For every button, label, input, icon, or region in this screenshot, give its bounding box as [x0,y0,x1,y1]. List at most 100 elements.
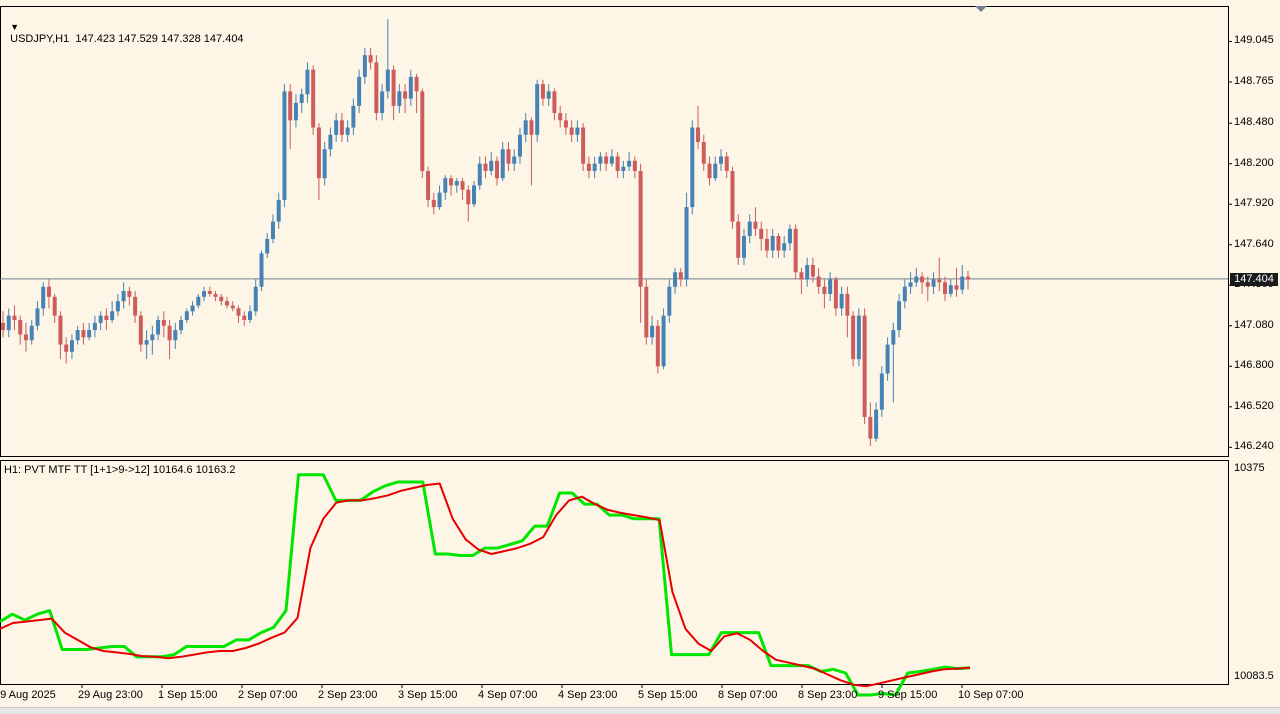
candle-body [270,221,275,239]
candle-body [196,296,201,306]
candle-body [506,149,511,164]
candle-body [339,120,344,135]
candle-body [569,127,574,135]
candle-body [52,296,57,316]
price-axis-label: 147.640 [1234,237,1274,250]
candle-body [770,236,775,251]
candle-body [322,149,327,179]
time-axis-label: 3 Sep 15:00 [398,689,458,701]
candle-body [500,149,505,179]
candle-body [667,286,672,316]
candle-body [259,253,264,287]
candle-body [305,69,310,95]
candle-body [851,315,856,360]
candle-body [632,160,637,171]
candle-body [615,156,620,171]
candle-body [328,134,333,150]
candle-body [575,127,580,135]
time-axis-label: 4 Sep 23:00 [558,689,618,701]
candle-body [759,228,764,239]
time-axis-label: 2 Sep 23:00 [318,689,378,701]
candle-body [190,305,195,312]
candle-body [701,142,706,164]
candle-body [225,301,230,306]
price-axis-label: 146.520 [1234,399,1274,412]
candle-body [207,291,212,294]
candle-body [902,286,907,302]
candle-body [673,272,678,287]
time-axis-label: 5 Sep 15:00 [638,689,698,701]
candle-body [35,308,40,326]
candle-body [253,286,258,312]
candle-body [397,91,402,106]
candle-body [247,311,252,320]
candle-body [696,127,701,143]
symbol-header: ▼ USDJPY,H1 147.423 147.529 147.328 147.… [4,9,244,45]
indicator-axis-bottom-label: 10083.5 [1234,670,1274,682]
candle-body [604,156,609,164]
symbol-quote-text: USDJPY,H1 147.423 147.529 147.328 147.40… [10,33,244,45]
candle-body [661,315,666,367]
indicator-header: H1: PVT MTF TT [1+1>9->12] 10164.6 10163… [4,464,236,476]
price-axis-label: 147.080 [1234,318,1274,331]
candle-body [293,102,298,121]
candle-body [29,325,34,341]
candle-body [150,334,155,341]
candle-body [460,181,465,190]
candle-body [311,69,316,128]
candle-body [627,160,632,167]
candle-body [540,84,545,99]
window-bottom-scrollbar[interactable] [0,707,1280,714]
candle-body [380,91,385,114]
candle-body [202,291,207,297]
candle-body [276,199,281,222]
candle-body [655,325,660,367]
candle-body [845,293,850,316]
candle-body [621,166,626,171]
candle-body [833,279,838,309]
candle-body [908,282,913,287]
candle-body [960,276,965,290]
candle-body [598,156,603,164]
candle-body [483,163,488,171]
candle-body [650,325,655,338]
candle-body [707,163,712,179]
candle-body [523,120,528,135]
candle-body [609,156,614,164]
candle-body [138,315,143,345]
candle-body [747,221,752,237]
candle-body [133,296,138,316]
chart-shift-marker [975,6,987,12]
candle-body [828,279,833,294]
candle-body [563,120,568,128]
candle-body [357,76,362,106]
time-axis-label: 8 Sep 23:00 [798,689,858,701]
candle-body [437,192,442,208]
candle-body [121,291,126,302]
candle-body [937,279,942,283]
candle-body [736,221,741,258]
candle-body [546,91,551,99]
candle-body [167,325,172,341]
candle-body [75,330,80,341]
candle-body [897,301,902,331]
candle-body [58,315,63,345]
candle-body [41,286,46,309]
candle-body [943,282,948,294]
candle-body [472,185,477,205]
candle-body [586,163,591,171]
candle-body [431,199,436,208]
candle-body [6,315,11,331]
candle-body [931,279,936,287]
candle-body [494,160,499,179]
candle-body [408,76,413,99]
candle-body [535,84,540,135]
dropdown-triangle-icon[interactable]: ▼ [10,22,20,32]
candle-body [156,319,161,335]
price-axis-label: 146.800 [1234,359,1274,372]
candle-body [793,228,798,273]
candle-body [420,91,425,171]
candle-body [966,276,970,280]
candle-body [391,69,396,106]
